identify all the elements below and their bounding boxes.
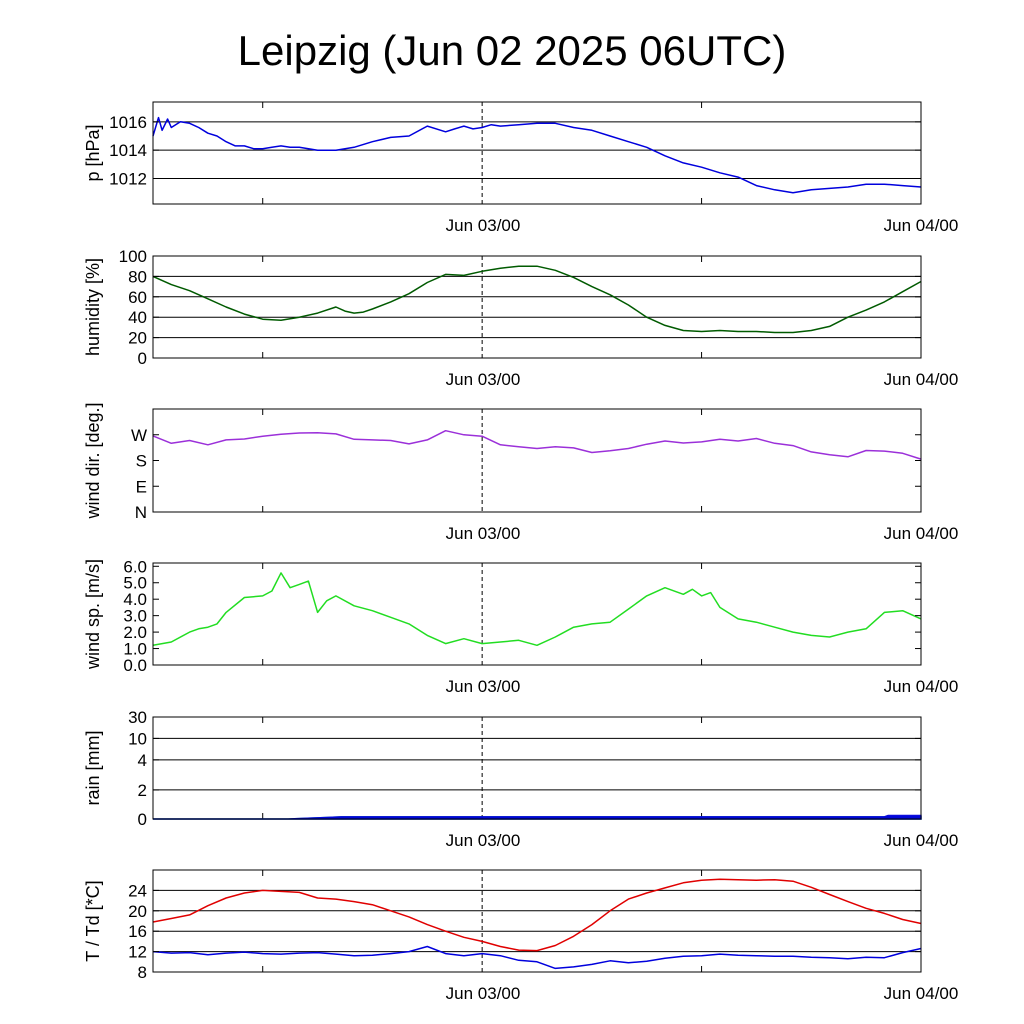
plot-frame <box>152 255 922 359</box>
plot-frame <box>152 869 922 973</box>
y-tick-label: 100 <box>119 247 147 266</box>
plot-frame <box>152 101 922 205</box>
x-tick-label: Jun 03/00 <box>446 216 521 235</box>
y-tick-label: 1014 <box>109 141 147 160</box>
humidity-line-0 <box>152 265 922 334</box>
y-tick-label: 1016 <box>109 113 147 132</box>
panel-pressure: 1012 1014 1016 p [hPa] Jun 03/00 Jun 04/00 <box>83 101 959 235</box>
y-tick-label: 40 <box>128 308 147 327</box>
y-tick-label: 0.0 <box>123 656 147 675</box>
plot-frame <box>152 408 922 513</box>
temperature-line-0 <box>152 878 922 952</box>
y-tick-label: 3.0 <box>123 607 147 626</box>
y-axis-label: p [hPa] <box>83 124 103 181</box>
y-tick-label: 0 <box>138 349 147 368</box>
x-tick-label: Jun 04/00 <box>884 370 959 389</box>
x-tick-label: Jun 04/00 <box>884 524 959 543</box>
y-tick-label: 1012 <box>109 170 147 189</box>
y-tick-label: 10 <box>128 729 147 748</box>
y-tick-label: 30 <box>128 708 147 727</box>
y-tick-label: 0 <box>138 810 147 829</box>
y-axis-label: rain [mm] <box>83 730 103 805</box>
x-tick-label: Jun 04/00 <box>884 677 959 696</box>
y-tick-label: 4 <box>138 751 147 770</box>
y-tick-label: 16 <box>128 922 147 941</box>
plot-frame <box>152 716 922 820</box>
y-tick-label: 4.0 <box>123 590 147 609</box>
y-tick-label: 2.0 <box>123 623 147 642</box>
y-tick-label: 6.0 <box>123 557 147 576</box>
x-tick-label: Jun 03/00 <box>446 370 521 389</box>
y-tick-label: 60 <box>128 288 147 307</box>
y-axis-label: humidity [%] <box>83 258 103 356</box>
x-tick-label: Jun 03/00 <box>446 677 521 696</box>
y-tick-label: 2 <box>138 781 147 800</box>
y-tick-label: 1.0 <box>123 640 147 659</box>
x-tick-label: Jun 03/00 <box>446 984 521 1003</box>
y-tick-label: N <box>135 503 147 522</box>
y-axis-label: wind dir. [deg.] <box>83 402 103 519</box>
panel-wind-speed: 0.01.02.03.04.05.06.0 wind sp. [m/s] Jun 0… <box>83 557 958 696</box>
y-tick-label: 24 <box>128 881 147 900</box>
y-tick-label: 80 <box>128 267 147 286</box>
y-tick-label: 20 <box>128 902 147 921</box>
y-tick-label: E <box>136 477 147 496</box>
wind-speed-line-0 <box>152 572 922 647</box>
pressure-line-0 <box>152 116 922 194</box>
temperature-line-1 <box>152 945 922 970</box>
rain-series-1 <box>153 814 922 820</box>
x-tick-label: Jun 04/00 <box>884 984 959 1003</box>
x-tick-label: Jun 04/00 <box>884 216 959 235</box>
x-tick-label: Jun 04/00 <box>884 831 959 850</box>
y-axis-label: T / Td [*C] <box>83 880 103 961</box>
chart-title: Leipzig (Jun 02 2025 06UTC) <box>237 27 787 74</box>
y-tick-label: 20 <box>128 329 147 348</box>
y-tick-label: 5.0 <box>123 574 147 593</box>
y-tick-label: 8 <box>138 963 147 982</box>
wind-direction-line-0 <box>152 429 922 460</box>
y-axis-label: wind sp. [m/s] <box>83 559 103 670</box>
x-tick-label: Jun 03/00 <box>446 524 521 543</box>
y-tick-label: W <box>131 426 147 445</box>
plot-frame <box>152 562 922 666</box>
panel-rain: 0 2 4 10 30 rain [mm] Jun 03/00 Jun 04/00 <box>83 708 958 850</box>
y-tick-label: 12 <box>128 943 147 962</box>
y-tick-label: S <box>136 452 147 471</box>
x-tick-label: Jun 03/00 <box>446 831 521 850</box>
